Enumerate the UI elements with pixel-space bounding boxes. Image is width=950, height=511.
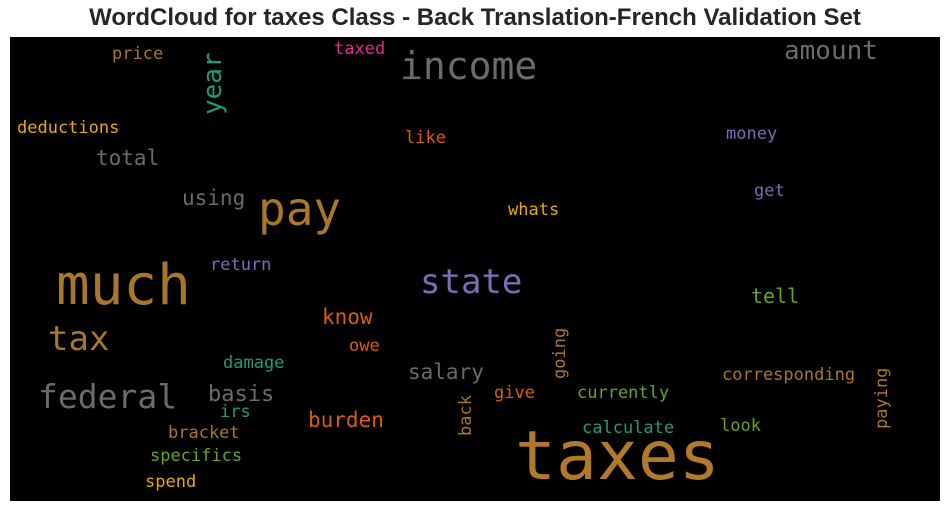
word-give: give	[494, 383, 535, 403]
word-whats: whats	[508, 200, 560, 220]
word-corresponding: corresponding	[722, 365, 856, 385]
word-cloud-canvas: taxes much pay income state federal tax amount y…	[10, 37, 940, 501]
word-state: state	[420, 262, 523, 302]
word-burden: burden	[308, 408, 384, 432]
word-bracket: bracket	[168, 423, 240, 443]
word-deductions: deductions	[17, 118, 120, 138]
word-currently: currently	[577, 383, 670, 403]
word-like: like	[405, 128, 446, 148]
word-damage: damage	[223, 353, 285, 373]
word-year: year	[198, 52, 228, 115]
word-calculate: calculate	[582, 418, 675, 438]
word-know: know	[322, 305, 373, 329]
word-tax: tax	[48, 319, 110, 359]
word-total: total	[96, 146, 160, 170]
word-back: back	[456, 395, 476, 436]
word-income: income	[400, 44, 538, 88]
word-basis: basis	[208, 382, 275, 407]
word-going: going	[550, 327, 570, 379]
word-spend: spend	[145, 472, 197, 492]
word-paying: paying	[872, 367, 892, 429]
word-return: return	[210, 255, 272, 275]
word-pay: pay	[258, 182, 342, 236]
word-federal: federal	[38, 377, 178, 416]
word-much: much	[56, 253, 191, 318]
word-amount: amount	[784, 37, 878, 66]
word-money: money	[726, 124, 778, 144]
chart-title: WordCloud for taxes Class - Back Transla…	[89, 4, 861, 31]
word-irs: irs	[220, 402, 251, 422]
word-get: get	[754, 181, 785, 201]
word-look: look	[720, 416, 761, 436]
word-using: using	[182, 186, 246, 210]
word-specifics: specifics	[150, 446, 243, 466]
word-owe: owe	[349, 336, 380, 356]
word-taxes: taxes	[515, 417, 720, 496]
word-taxed: taxed	[334, 39, 386, 59]
word-price: price	[112, 44, 164, 64]
word-salary: salary	[408, 360, 484, 384]
word-tell: tell	[751, 284, 800, 308]
